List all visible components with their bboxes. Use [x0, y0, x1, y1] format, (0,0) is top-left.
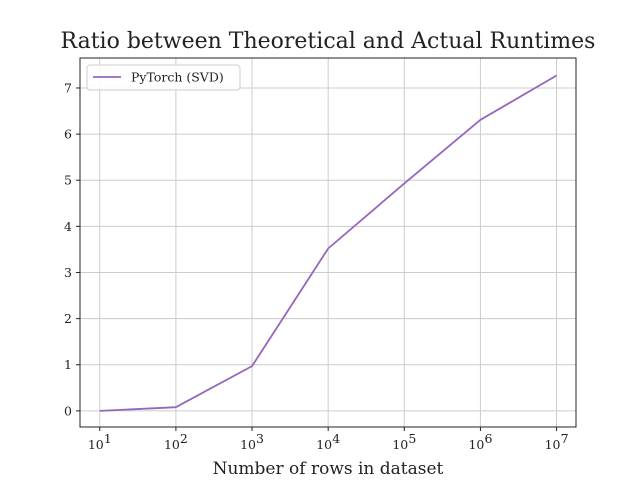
- x-tick-label-base: 10: [545, 437, 561, 452]
- x-tick-label-base: 10: [392, 437, 408, 452]
- x-tick-label-exponent: 3: [256, 431, 264, 446]
- x-tick-label-exponent: 5: [408, 431, 416, 446]
- chart-title: Ratio between Theoretical and Actual Run…: [61, 29, 596, 54]
- x-tick-label-exponent: 7: [561, 431, 569, 446]
- x-axis: 10 1 10 2 10 3 10 4 10 5 10 6 10 7: [88, 427, 569, 452]
- x-tick-label: 10 4: [316, 431, 340, 452]
- x-axis-label: Number of rows in dataset: [213, 459, 444, 479]
- x-tick-label-exponent: 4: [332, 431, 340, 446]
- x-tick-label-base: 10: [88, 437, 104, 452]
- grid-lines: [80, 58, 576, 427]
- y-tick-label: 4: [64, 219, 72, 234]
- x-tick-label-base: 10: [164, 437, 180, 452]
- x-tick-label-exponent: 6: [484, 431, 492, 446]
- legend-box: [86, 64, 241, 91]
- x-tick-label-base: 10: [316, 437, 332, 452]
- y-tick-label: 1: [64, 357, 72, 372]
- x-tick-label-exponent: 2: [180, 431, 188, 446]
- series-layer: [99, 74, 558, 412]
- x-tick-label-base: 10: [468, 437, 484, 452]
- x-tick-label: 10 5: [392, 431, 416, 452]
- legend-label-pytorch-svd: PyTorch (SVD): [131, 70, 224, 85]
- y-axis: 0 1 2 3 4 5 6 7: [64, 80, 80, 418]
- y-tick-label: 6: [64, 127, 72, 142]
- y-tick-label: 3: [64, 265, 72, 280]
- x-tick-label: 10 1: [88, 431, 112, 452]
- x-tick-label-base: 10: [240, 437, 256, 452]
- legend: PyTorch (SVD): [86, 64, 241, 91]
- y-tick-label: 2: [64, 311, 72, 326]
- x-tick-label: 10 7: [545, 431, 569, 452]
- x-tick-label-exponent: 1: [104, 431, 112, 446]
- y-tick-label: 5: [64, 173, 72, 188]
- x-tick-label: 10 3: [240, 431, 264, 452]
- y-tick-label: 7: [64, 80, 72, 95]
- y-tick-label: 0: [64, 403, 72, 418]
- x-tick-label: 10 6: [468, 431, 492, 452]
- x-tick-label: 10 2: [164, 431, 188, 452]
